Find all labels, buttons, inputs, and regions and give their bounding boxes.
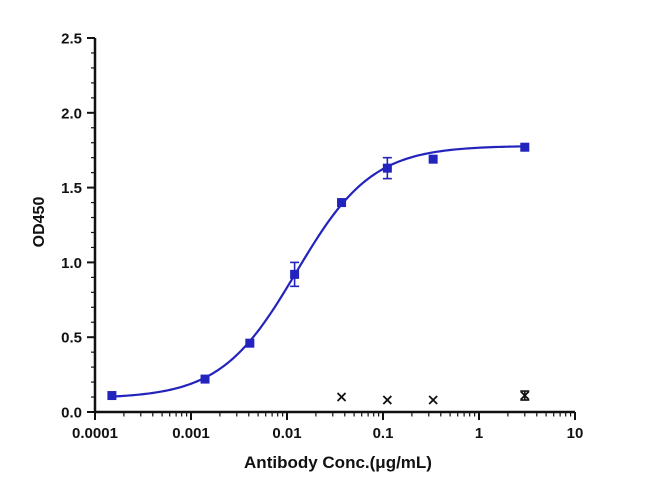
- y-tick-label: 2.0: [61, 105, 82, 122]
- data-point-x: [382, 395, 392, 405]
- data-point-square: [200, 374, 210, 384]
- data-point-x: [428, 395, 438, 405]
- y-tick-label: 1.0: [61, 255, 82, 272]
- x-tick-label: 0.01: [272, 425, 301, 442]
- data-point-square: [337, 198, 347, 208]
- data-point-square: [520, 142, 530, 152]
- x-tick-label: 0.1: [373, 425, 394, 442]
- data-point-x: [336, 392, 347, 402]
- data-point-square: [290, 269, 300, 279]
- data-point-square: [107, 391, 117, 401]
- data-point-x: [520, 390, 530, 401]
- y-tick-label: 0.0: [61, 405, 82, 422]
- fit-curve: [111, 145, 525, 398]
- y-axis-title: OD450: [31, 196, 48, 248]
- y-tick-label: 1.5: [61, 180, 82, 197]
- x-tick-label: 10: [567, 425, 584, 442]
- data-point-square: [245, 338, 255, 348]
- x-tick-label: 1: [475, 425, 483, 442]
- x-tick-label: 0.001: [172, 425, 210, 442]
- x-tick-label: 0.0001: [72, 425, 118, 442]
- x-axis-title: Antibody Conc.(μg/mL): [244, 453, 432, 472]
- y-tick-label: 2.5: [61, 31, 82, 48]
- data-point-square: [382, 163, 392, 173]
- y-tick-label: 0.5: [61, 330, 82, 347]
- data-point-square: [428, 154, 438, 164]
